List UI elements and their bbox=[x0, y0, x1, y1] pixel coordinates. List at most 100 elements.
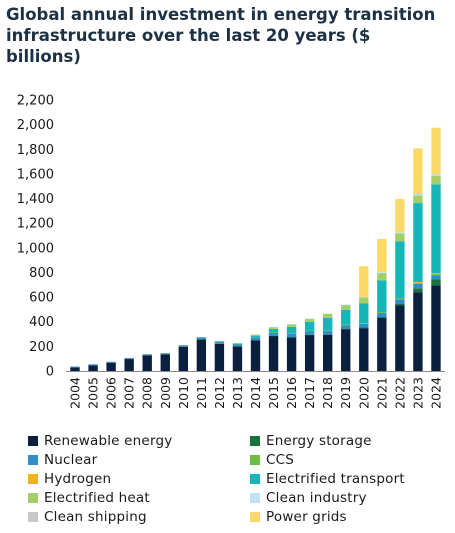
bar-segment bbox=[304, 334, 315, 336]
bar-segment bbox=[232, 344, 243, 347]
legend-label: Power grids bbox=[266, 509, 347, 525]
bar-segment bbox=[304, 330, 315, 335]
bar-segment bbox=[341, 329, 351, 371]
bar-segment bbox=[250, 340, 261, 371]
bar-segment bbox=[178, 346, 188, 371]
bar-segment bbox=[359, 303, 369, 324]
x-tick-label: 2007 bbox=[122, 377, 137, 409]
bar-segment bbox=[160, 354, 170, 371]
bar-segment bbox=[431, 275, 441, 280]
legend-label: Electrified heat bbox=[44, 490, 150, 506]
x-tick-label: 2009 bbox=[158, 377, 173, 409]
x-tick-label: 2020 bbox=[356, 377, 371, 409]
bar-segment bbox=[323, 334, 333, 335]
bar-segment bbox=[286, 333, 297, 338]
bar-segment bbox=[395, 241, 405, 299]
legend-item: Hydrogen bbox=[28, 470, 111, 488]
legend-label: Electrified transport bbox=[266, 471, 405, 487]
bar-segment bbox=[214, 341, 225, 342]
legend-swatch bbox=[28, 512, 38, 522]
bar-segment bbox=[106, 361, 116, 363]
legend-item: Power grids bbox=[250, 508, 347, 526]
bar-segment bbox=[323, 330, 333, 335]
bar-segment bbox=[377, 318, 387, 371]
legend-swatch bbox=[28, 455, 38, 465]
y-tick-label: 1,800 bbox=[17, 143, 54, 158]
bar-segment bbox=[106, 362, 116, 371]
bar-segment bbox=[341, 324, 351, 326]
bar-segment bbox=[413, 281, 423, 284]
x-tick-label: 2008 bbox=[140, 377, 155, 409]
bar-segment bbox=[196, 337, 207, 340]
legend-item: Nuclear bbox=[28, 451, 97, 469]
x-tick-label: 2011 bbox=[194, 377, 209, 409]
bar-segment bbox=[395, 233, 405, 242]
bar-segment bbox=[431, 285, 441, 371]
legend-label: Hydrogen bbox=[44, 471, 112, 487]
bar-segment bbox=[232, 343, 243, 345]
legend-label: Energy storage bbox=[266, 433, 372, 449]
bar-segment bbox=[431, 176, 441, 185]
legend-swatch bbox=[250, 436, 260, 446]
legend-swatch bbox=[250, 493, 260, 503]
legend-swatch bbox=[28, 474, 38, 484]
bar-segment bbox=[268, 335, 279, 371]
bar-segment bbox=[286, 326, 297, 334]
y-tick-label: 1,600 bbox=[17, 167, 54, 182]
bar-segment bbox=[341, 309, 351, 325]
bar-segment bbox=[377, 280, 387, 313]
bar-segment bbox=[359, 327, 369, 329]
bar-segment bbox=[377, 312, 387, 313]
bar-segment bbox=[431, 274, 441, 276]
x-tick-label: 2010 bbox=[176, 377, 191, 409]
bar-segment bbox=[250, 334, 261, 336]
x-tick-label: 2004 bbox=[68, 377, 83, 409]
bar-segment bbox=[395, 199, 405, 233]
legend-label: Clean shipping bbox=[44, 509, 147, 525]
bar-segment bbox=[359, 323, 369, 324]
bar-segment bbox=[413, 292, 423, 371]
bar-segment bbox=[413, 283, 423, 289]
bar-segment bbox=[359, 266, 369, 297]
bar-segment bbox=[124, 359, 134, 371]
bar-segment bbox=[268, 328, 279, 333]
x-tick-label: 2024 bbox=[428, 377, 443, 409]
legend-item: Energy storage bbox=[250, 432, 372, 450]
bar-segment bbox=[413, 288, 423, 293]
bar-segment bbox=[196, 337, 207, 338]
y-tick-label: 800 bbox=[29, 266, 54, 281]
bar-segment bbox=[160, 353, 170, 355]
bar-segment bbox=[341, 324, 351, 329]
bars bbox=[70, 127, 441, 371]
bar-segment bbox=[413, 148, 423, 194]
x-tick-label: 2022 bbox=[392, 377, 407, 409]
bar-segment bbox=[413, 283, 423, 284]
legend-label: Nuclear bbox=[44, 452, 98, 468]
legend-item: Clean shipping bbox=[28, 508, 147, 526]
x-tick-label: 2005 bbox=[86, 377, 101, 409]
bar-segment bbox=[395, 232, 405, 234]
y-tick-label: 1,000 bbox=[17, 241, 54, 256]
legend-label: CCS bbox=[266, 452, 295, 468]
bar-segment bbox=[395, 298, 405, 300]
bar-segment bbox=[431, 174, 441, 176]
x-axis: 2004 2005 2006 2007 2008 2009 2010 2011 2012 2013… bbox=[68, 377, 444, 409]
bar-segment bbox=[250, 337, 261, 338]
bar-segment bbox=[395, 299, 405, 304]
bar-segment bbox=[250, 335, 261, 338]
legend-item: Renewable energy bbox=[28, 432, 172, 450]
bar-segment bbox=[268, 332, 279, 336]
bar-segment bbox=[323, 318, 333, 331]
bar-segment bbox=[70, 367, 80, 371]
legend-label: Clean industry bbox=[266, 490, 367, 506]
bar-segment bbox=[304, 318, 315, 322]
bar-segment bbox=[124, 358, 134, 360]
bar-segment bbox=[142, 354, 152, 356]
y-axis: 0 200 400 600 800 1,000 1,200 1,400 1,600 1,800 2,… bbox=[17, 94, 54, 380]
bar-segment bbox=[377, 272, 387, 274]
bar-segment bbox=[341, 304, 351, 306]
legend-swatch bbox=[28, 436, 38, 446]
y-tick-label: 0 bbox=[46, 365, 54, 380]
bar-segment bbox=[70, 366, 80, 368]
legend-label: Renewable energy bbox=[44, 433, 173, 449]
